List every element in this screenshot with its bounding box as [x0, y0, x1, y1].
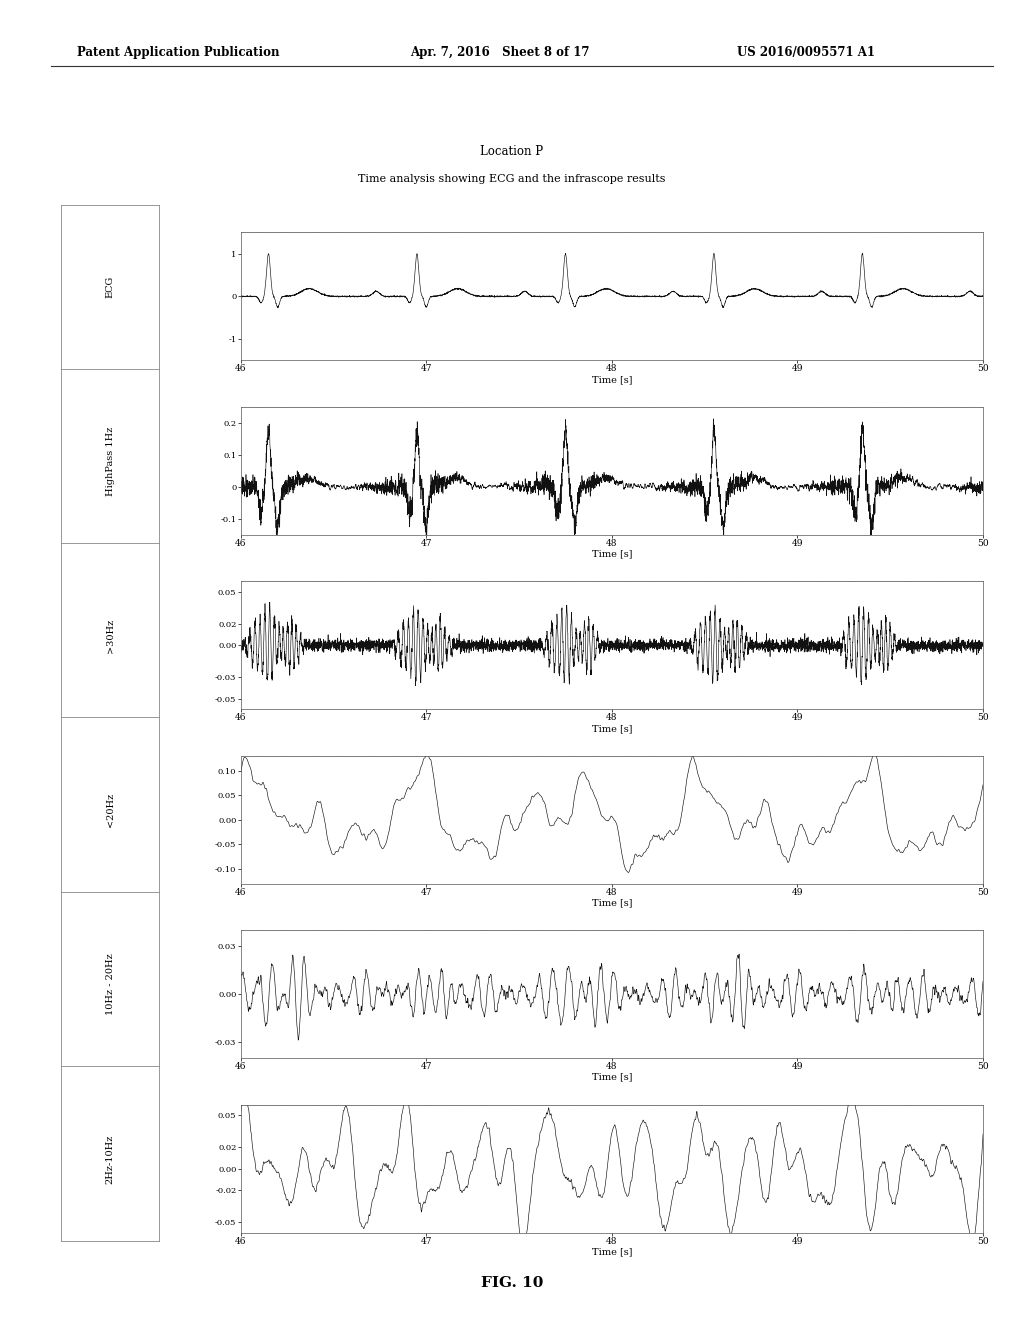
Text: HighPass 1Hz: HighPass 1Hz: [105, 426, 115, 496]
Text: US 2016/0095571 A1: US 2016/0095571 A1: [737, 46, 876, 59]
X-axis label: Time [s]: Time [s]: [592, 1247, 632, 1257]
Text: FIG. 10: FIG. 10: [481, 1276, 543, 1290]
X-axis label: Time [s]: Time [s]: [592, 898, 632, 907]
Text: 2Hz-10Hz: 2Hz-10Hz: [105, 1134, 115, 1184]
Text: <20Hz: <20Hz: [105, 793, 115, 828]
X-axis label: Time [s]: Time [s]: [592, 723, 632, 733]
X-axis label: Time [s]: Time [s]: [592, 1073, 632, 1081]
Text: Time analysis showing ECG and the infrascope results: Time analysis showing ECG and the infras…: [358, 174, 666, 185]
Text: Location P: Location P: [480, 145, 544, 158]
X-axis label: Time [s]: Time [s]: [592, 375, 632, 384]
Text: 10Hz - 20Hz: 10Hz - 20Hz: [105, 953, 115, 1015]
Text: ECG: ECG: [105, 276, 115, 298]
Text: >30Hz: >30Hz: [105, 618, 115, 652]
X-axis label: Time [s]: Time [s]: [592, 549, 632, 558]
Text: Patent Application Publication: Patent Application Publication: [77, 46, 280, 59]
Text: Apr. 7, 2016   Sheet 8 of 17: Apr. 7, 2016 Sheet 8 of 17: [410, 46, 589, 59]
